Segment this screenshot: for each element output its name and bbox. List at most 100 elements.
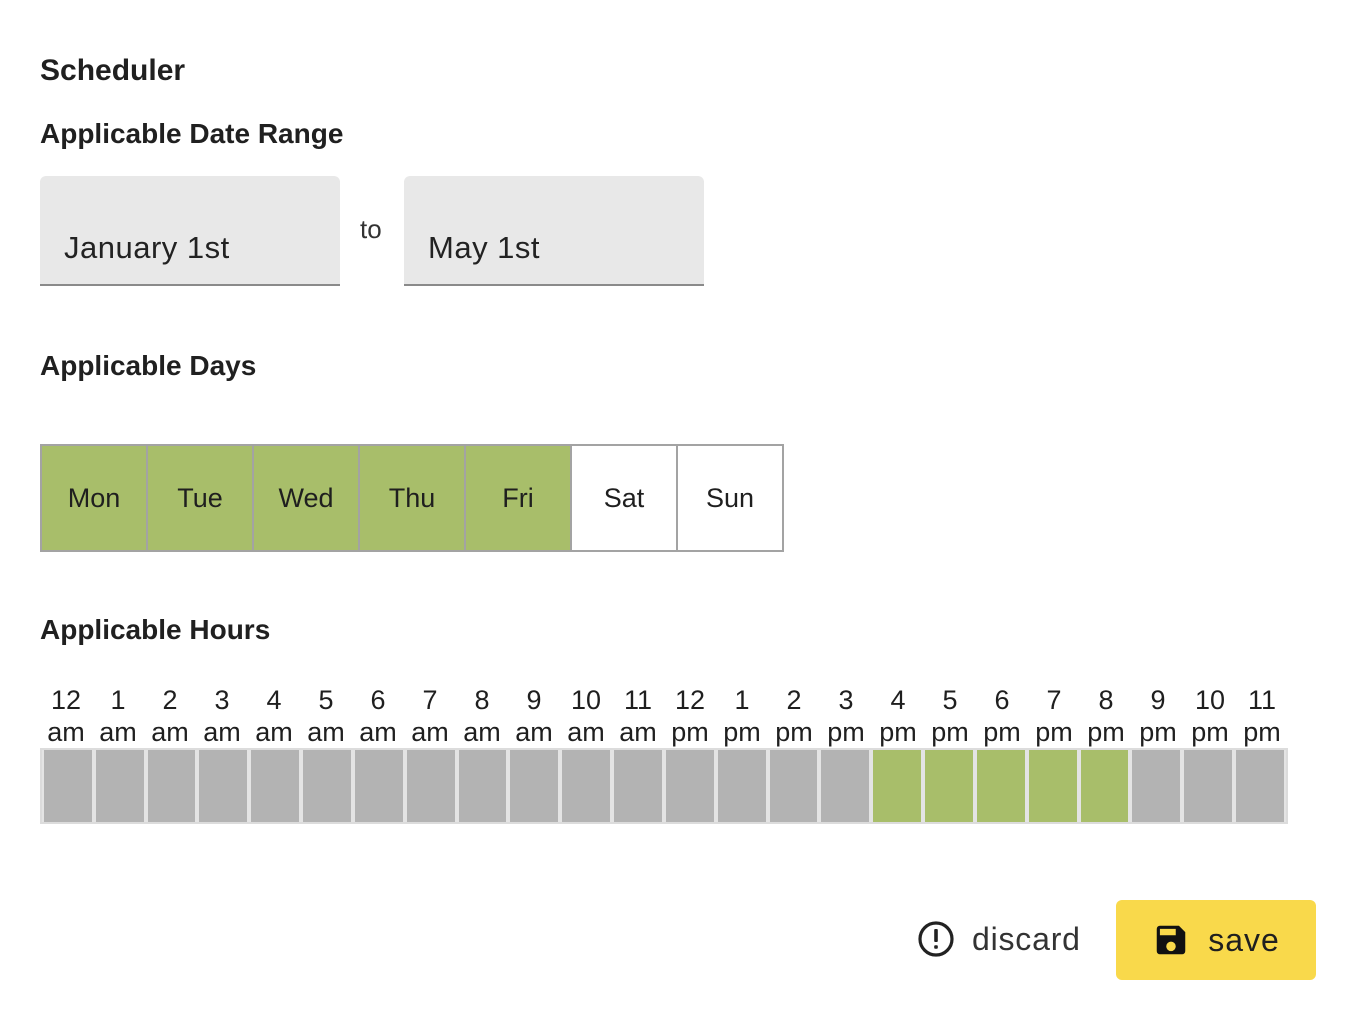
hour-toggle-8am[interactable] [456, 750, 509, 822]
hour-toggle-3am[interactable] [197, 750, 250, 822]
alert-circle-icon [918, 921, 954, 957]
hour-label-number: 11 [623, 685, 653, 715]
hour-label-period: am [359, 717, 397, 747]
hour-label-number: 4 [266, 685, 282, 715]
hour-label-period: am [567, 717, 605, 747]
hour-label: 9 am [508, 684, 560, 748]
hour-label-period: pm [1139, 717, 1177, 747]
hour-label-number: 10 [1194, 685, 1226, 715]
hour-toggle-1am[interactable] [93, 750, 146, 822]
day-toggle-sun[interactable]: Sun [676, 444, 784, 552]
hour-label: 7 pm [1028, 684, 1080, 748]
day-toggle-thu[interactable]: Thu [358, 444, 466, 552]
hour-label-period: pm [1191, 717, 1229, 747]
hour-label-number: 1 [110, 685, 126, 715]
hour-toggle-4pm[interactable] [871, 750, 924, 822]
end-date-field[interactable] [404, 176, 704, 286]
discard-label: discard [972, 920, 1081, 957]
hours-title: Applicable Hours [40, 614, 271, 645]
hour-label-number: 4 [890, 685, 906, 715]
hour-label-number: 2 [786, 685, 802, 715]
hour-label: 4 am [248, 684, 300, 748]
hour-toggle-9pm[interactable] [1130, 750, 1183, 822]
hour-toggle-7am[interactable] [404, 750, 457, 822]
hour-toggle-2pm[interactable] [767, 750, 820, 822]
day-toggle-tue[interactable]: Tue [146, 444, 254, 552]
hour-label: 8 am [456, 684, 508, 748]
hour-toggle-9am[interactable] [508, 750, 561, 822]
discard-button[interactable]: discard [912, 910, 1085, 968]
hour-label-number: 12 [50, 685, 82, 715]
day-toggle-mon[interactable]: Mon [40, 444, 148, 552]
hour-toggle-5pm[interactable] [923, 750, 975, 822]
hour-toggle-2am[interactable] [145, 750, 198, 822]
start-date-field[interactable] [40, 176, 340, 286]
hour-toggle-4am[interactable] [249, 750, 302, 822]
hour-label-number: 5 [318, 685, 334, 715]
hour-label: 12 pm [664, 684, 716, 748]
day-toggle-sat[interactable]: Sat [570, 444, 678, 552]
hour-toggle-12am[interactable] [42, 750, 94, 822]
hour-label-period: am [255, 717, 293, 747]
hour-label: 5 pm [924, 684, 976, 748]
hour-label-number: 5 [942, 685, 958, 715]
hour-label-number: 11 [1247, 685, 1277, 715]
hour-label-period: am [307, 717, 345, 747]
hour-label-number: 2 [162, 685, 178, 715]
hour-toggle-3pm[interactable] [819, 750, 872, 822]
hour-labels: 12 am 1 am 2 am 3 am 4 am 5 am 6 am 7 am 8 am 9 am 10 am 11 am 1… [40, 684, 1288, 748]
hour-label-period: am [203, 717, 241, 747]
hour-toggle-7pm[interactable] [1026, 750, 1079, 822]
hour-label: 12 am [40, 684, 92, 748]
hour-label: 11 pm [1236, 684, 1288, 748]
save-button[interactable]: save [1116, 900, 1316, 980]
hour-label-period: pm [723, 717, 761, 747]
hour-label: 7 am [404, 684, 456, 748]
hour-label: 5 am [300, 684, 352, 748]
start-date-input[interactable] [64, 228, 324, 268]
day-toggle-wed[interactable]: Wed [252, 444, 360, 552]
hour-label-period: pm [775, 717, 813, 747]
hour-toggle-5am[interactable] [301, 750, 353, 822]
hour-toggle-1pm[interactable] [715, 750, 768, 822]
hour-label-period: am [411, 717, 449, 747]
hour-label-period: am [515, 717, 553, 747]
save-label: save [1208, 921, 1280, 958]
hour-toggle-11pm[interactable] [1234, 750, 1286, 822]
hour-label: 3 pm [820, 684, 872, 748]
hour-label-period: pm [827, 717, 865, 747]
hour-label-period: pm [879, 717, 917, 747]
hour-toggle-10pm[interactable] [1182, 750, 1235, 822]
date-range-separator: to [360, 214, 382, 244]
end-date-input[interactable] [428, 228, 688, 268]
hour-label-period: pm [671, 717, 709, 747]
hour-label: 6 pm [976, 684, 1028, 748]
hour-label-number: 9 [1150, 685, 1166, 715]
hour-label-number: 7 [1046, 685, 1062, 715]
hour-label: 2 pm [768, 684, 820, 748]
date-range-title: Applicable Date Range [40, 118, 344, 149]
hour-label: 11 am [612, 684, 664, 748]
hour-label-period: am [151, 717, 189, 747]
day-toggle-fri[interactable]: Fri [464, 444, 572, 552]
days-selector: Mon Tue Wed Thu Fri Sat Sun [40, 444, 784, 552]
days-title: Applicable Days [40, 350, 257, 381]
hour-label-number: 8 [474, 685, 490, 715]
hour-toggle-10am[interactable] [560, 750, 613, 822]
hour-toggle-8pm[interactable] [1078, 750, 1131, 822]
hour-label: 4 pm [872, 684, 924, 748]
hour-label: 9 pm [1132, 684, 1184, 748]
hour-toggle-11am[interactable] [612, 750, 664, 822]
hour-label-period: am [619, 717, 657, 747]
hour-toggle-6pm[interactable] [974, 750, 1027, 822]
hours-selector [40, 748, 1288, 824]
hour-toggle-6am[interactable] [352, 750, 405, 822]
hour-label-number: 1 [734, 685, 750, 715]
hour-label-period: pm [1087, 717, 1125, 747]
floppy-disk-icon [1156, 925, 1186, 955]
hour-label-period: am [463, 717, 501, 747]
hour-label-number: 3 [214, 685, 230, 715]
hour-toggle-12pm[interactable] [663, 750, 716, 822]
hour-label-period: pm [983, 717, 1021, 747]
page-title: Scheduler [40, 54, 186, 87]
